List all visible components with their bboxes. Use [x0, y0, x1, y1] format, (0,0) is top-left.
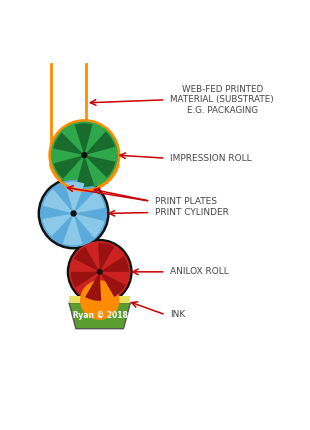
Wedge shape [54, 155, 84, 179]
Polygon shape [69, 303, 131, 329]
Circle shape [81, 281, 119, 319]
Wedge shape [84, 132, 115, 155]
Text: V.Ryan © 2018: V.Ryan © 2018 [65, 311, 128, 320]
Wedge shape [65, 181, 84, 213]
Text: IMPRESSION ROLL: IMPRESSION ROLL [170, 154, 252, 163]
Circle shape [38, 178, 109, 249]
Circle shape [97, 270, 102, 274]
Wedge shape [73, 190, 105, 213]
Wedge shape [84, 155, 115, 178]
Wedge shape [76, 155, 94, 187]
Wedge shape [53, 132, 84, 155]
Wedge shape [73, 213, 104, 238]
Circle shape [71, 211, 76, 216]
Circle shape [68, 240, 132, 304]
Text: ANILOX ROLL: ANILOX ROLL [170, 267, 229, 276]
Wedge shape [74, 123, 93, 155]
Text: WEB-FED PRINTED
MATERIAL (SUBSTRATE)
E.G. PACKAGING: WEB-FED PRINTED MATERIAL (SUBSTRATE) E.G… [170, 85, 274, 115]
Wedge shape [71, 272, 100, 288]
Circle shape [49, 120, 120, 190]
Polygon shape [69, 296, 131, 303]
Circle shape [70, 242, 130, 302]
Circle shape [51, 122, 117, 188]
Wedge shape [100, 256, 129, 272]
Text: PRINT PLATES: PRINT PLATES [155, 197, 217, 206]
Circle shape [82, 153, 87, 157]
Wedge shape [85, 272, 101, 301]
Text: PRINT CYLINDER: PRINT CYLINDER [155, 208, 229, 217]
Wedge shape [98, 243, 114, 272]
Wedge shape [74, 247, 100, 272]
Wedge shape [43, 189, 73, 213]
Text: INK: INK [170, 310, 186, 319]
Circle shape [41, 181, 106, 246]
Wedge shape [63, 213, 82, 245]
Wedge shape [42, 213, 73, 237]
Wedge shape [100, 272, 126, 297]
